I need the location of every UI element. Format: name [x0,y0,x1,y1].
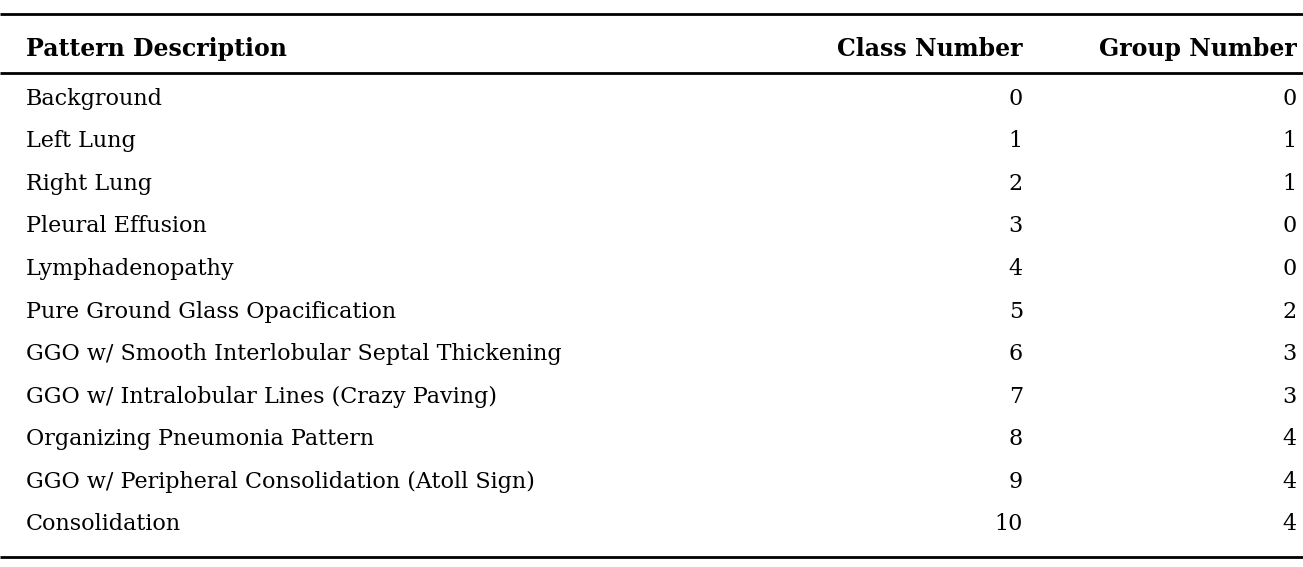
Text: Left Lung: Left Lung [26,130,136,153]
Text: 2: 2 [1009,173,1023,195]
Text: 0: 0 [1282,215,1296,238]
Text: 5: 5 [1009,301,1023,323]
Text: 9: 9 [1009,471,1023,493]
Text: 4: 4 [1282,513,1296,535]
Text: 10: 10 [994,513,1023,535]
Text: Class Number: Class Number [838,37,1023,61]
Text: 7: 7 [1009,386,1023,408]
Text: 2: 2 [1282,301,1296,323]
Text: Group Number: Group Number [1098,37,1296,61]
Text: 4: 4 [1282,471,1296,493]
Text: Lymphadenopathy: Lymphadenopathy [26,258,235,280]
Text: Pure Ground Glass Opacification: Pure Ground Glass Opacification [26,301,396,323]
Text: 0: 0 [1282,88,1296,110]
Text: 4: 4 [1009,258,1023,280]
Text: GGO w/ Peripheral Consolidation (Atoll Sign): GGO w/ Peripheral Consolidation (Atoll S… [26,471,536,493]
Text: 3: 3 [1282,343,1296,365]
Text: Background: Background [26,88,163,110]
Text: Right Lung: Right Lung [26,173,152,195]
Text: 3: 3 [1282,386,1296,408]
Text: GGO w/ Smooth Interlobular Septal Thickening: GGO w/ Smooth Interlobular Septal Thicke… [26,343,562,365]
Text: 1: 1 [1282,173,1296,195]
Text: 0: 0 [1282,258,1296,280]
Text: Pleural Effusion: Pleural Effusion [26,215,207,238]
Text: 1: 1 [1009,130,1023,153]
Text: GGO w/ Intralobular Lines (Crazy Paving): GGO w/ Intralobular Lines (Crazy Paving) [26,386,496,408]
Text: Organizing Pneumonia Pattern: Organizing Pneumonia Pattern [26,428,374,450]
Text: 3: 3 [1009,215,1023,238]
Text: 0: 0 [1009,88,1023,110]
Text: Pattern Description: Pattern Description [26,37,287,61]
Text: 8: 8 [1009,428,1023,450]
Text: Consolidation: Consolidation [26,513,181,535]
Text: 6: 6 [1009,343,1023,365]
Text: 4: 4 [1282,428,1296,450]
Text: 1: 1 [1282,130,1296,153]
